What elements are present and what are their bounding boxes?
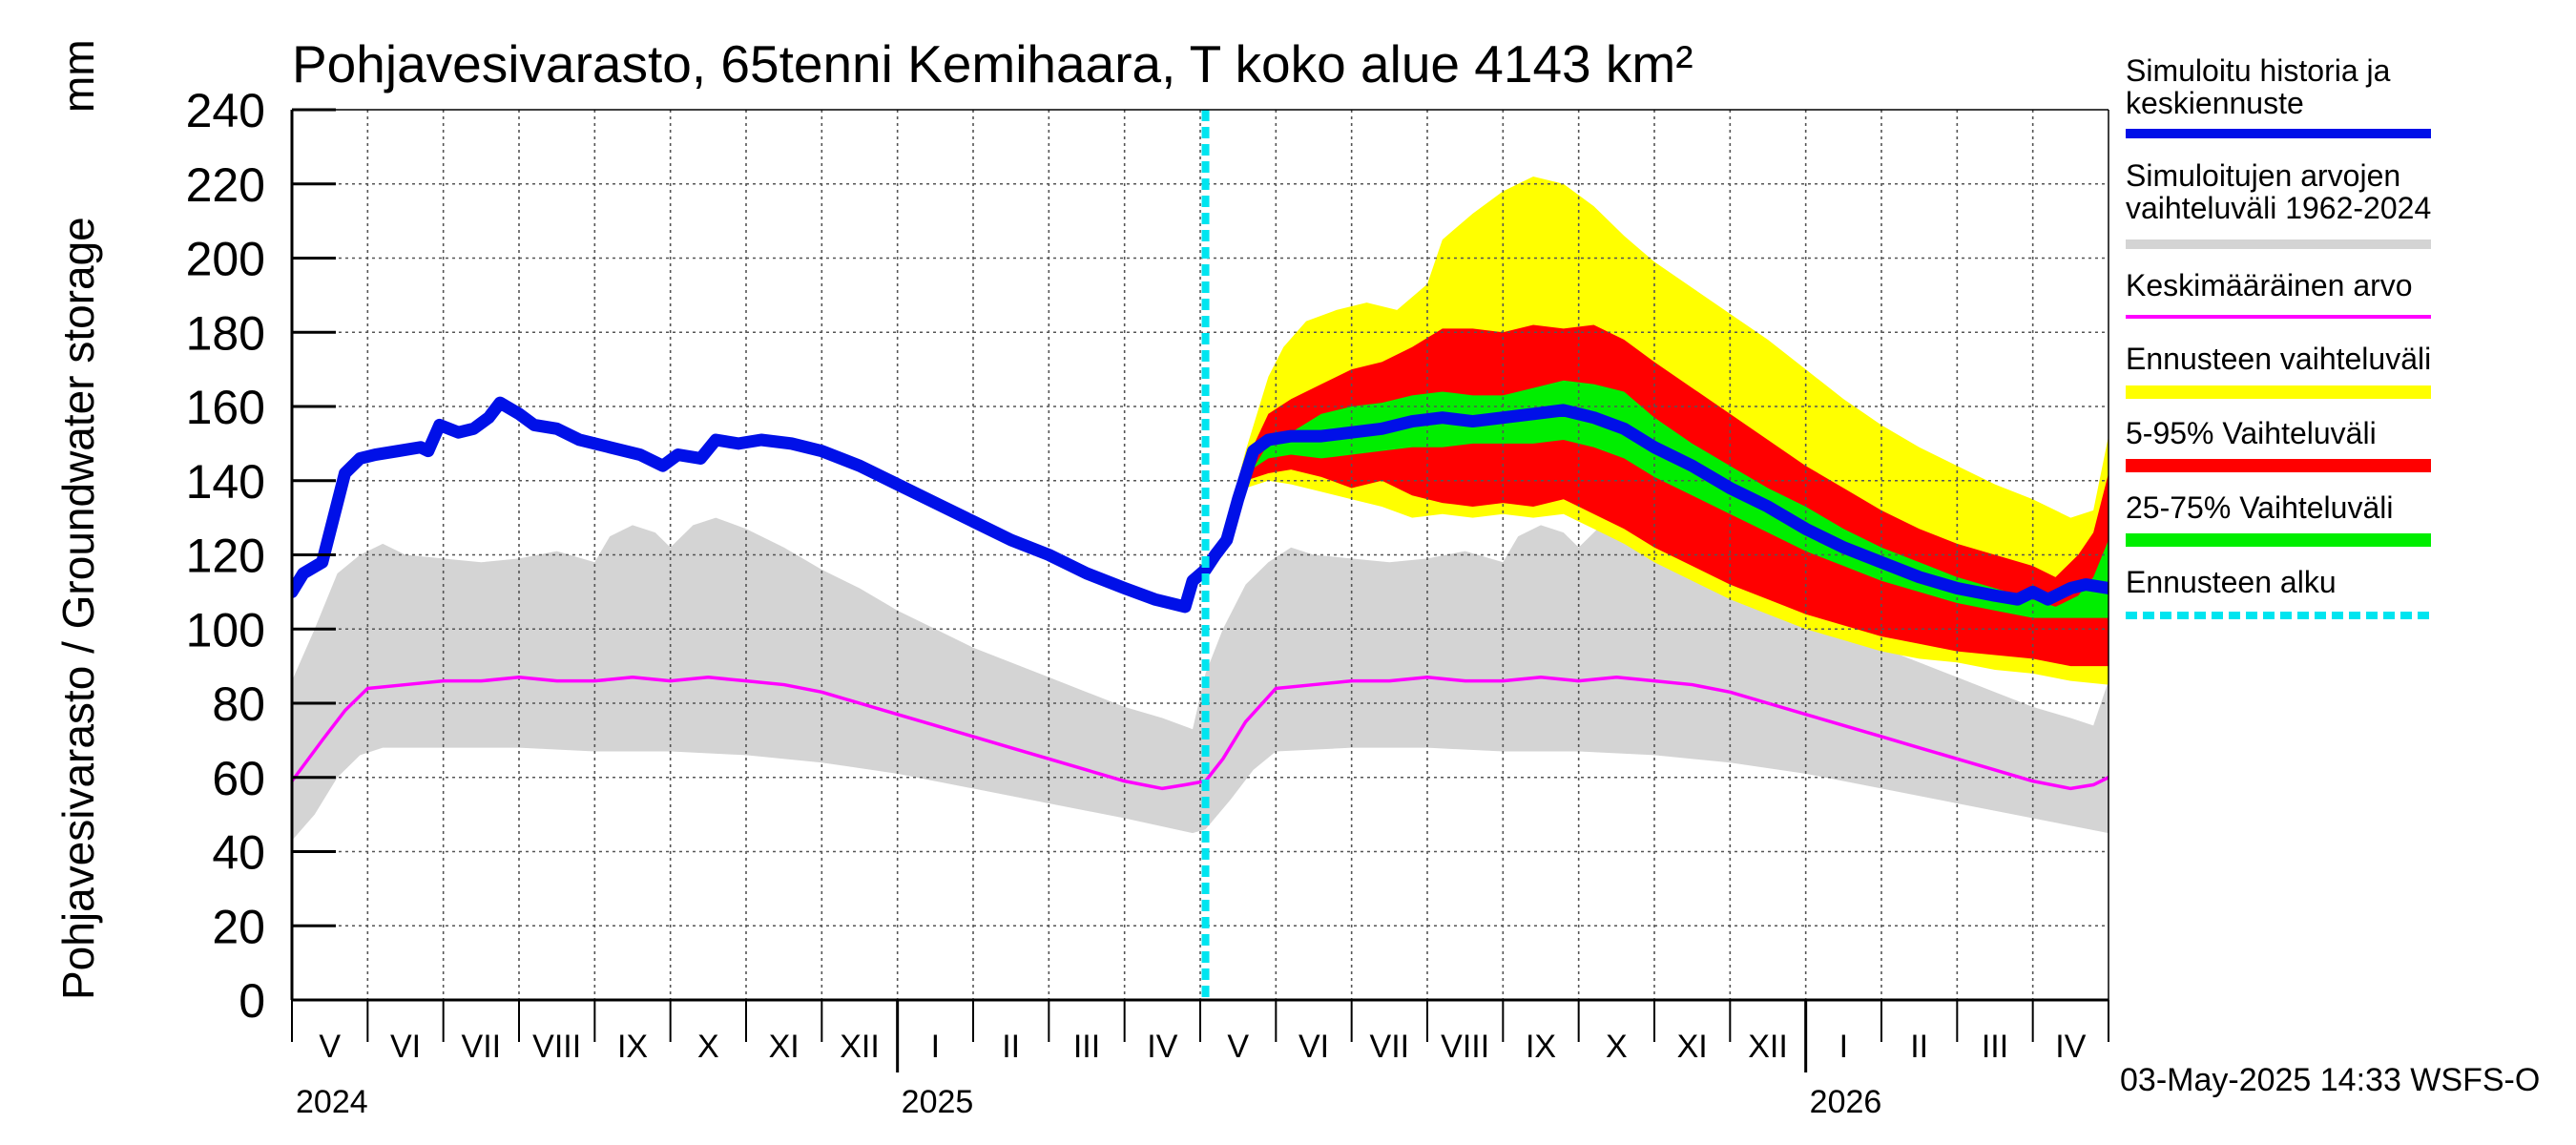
year-label-2024: 2024 [296,1084,368,1120]
month-label: X [697,1029,719,1065]
month-label: IX [617,1029,648,1065]
month-label: XII [840,1029,880,1065]
y-tick-label-220: 220 [186,158,265,212]
legend-label-forecast_start: Ennusteen alku [2126,565,2337,599]
month-label: XI [769,1029,800,1065]
y-tick-label-140: 140 [186,455,265,509]
year-label-2026: 2026 [1810,1084,1882,1120]
month-label: IV [2055,1029,2086,1065]
series-line-history [292,396,2109,614]
y-tick-label-180: 180 [186,306,265,360]
month-label: II [1910,1029,1928,1065]
month-label: III [1073,1029,1100,1065]
month-label: IV [1147,1029,1177,1065]
legend-label-range_hist: Simuloitujen arvojen [2126,158,2400,193]
chart-title: Pohjavesivarasto, 65tenni Kemihaara, T k… [292,34,1693,94]
year-label-2025: 2025 [902,1084,974,1120]
month-label: XI [1677,1029,1708,1065]
y-tick-label-240: 240 [186,84,265,137]
month-label: II [1002,1029,1020,1065]
month-label: VI [1298,1029,1329,1065]
y-tick-label-200: 200 [186,233,265,286]
month-label: XII [1748,1029,1788,1065]
y-axis-unit: mm [53,39,103,113]
month-label: I [1839,1029,1848,1065]
y-tick-label-60: 60 [212,752,265,805]
month-label: V [319,1029,341,1065]
y-tick-label-120: 120 [186,530,265,583]
month-label: VIII [532,1029,581,1065]
month-label: VII [462,1029,502,1065]
legend-label-p5_95: 5-95% Vaihteluväli [2126,416,2377,450]
legend-label-mean: Keskimääräinen arvo [2126,268,2413,302]
y-tick-label-0: 0 [239,974,265,1028]
legend-label-forecast_range: Ennusteen vaihteluväli [2126,342,2431,376]
lines-layer [292,110,2109,1000]
legend-label-history: Simuloitu historia ja [2126,53,2391,88]
month-label: VII [1370,1029,1410,1065]
y-tick-label-100: 100 [186,603,265,656]
grid-layer [292,110,2109,1000]
legend-label-p25_75: 25-75% Vaihteluväli [2126,490,2393,525]
month-label: III [1982,1029,2008,1065]
month-label: X [1606,1029,1628,1065]
month-label: V [1227,1029,1249,1065]
y-axis-label: Pohjavesivarasto / Groundwater storage [53,217,103,1000]
y-tick-label-40: 40 [212,826,265,880]
legend-label-history: keskiennuste [2126,86,2304,120]
month-label: I [931,1029,940,1065]
month-label: IX [1526,1029,1556,1065]
timestamp-label: 03-May-2025 14:33 WSFS-O [2120,1062,2540,1098]
month-label: VIII [1441,1029,1489,1065]
y-tick-label-160: 160 [186,381,265,434]
y-tick-label-80: 80 [212,677,265,731]
legend-label-range_hist: vaihteluväli 1962-2024 [2126,191,2431,225]
y-tick-label-20: 20 [212,900,265,953]
month-label: VI [390,1029,421,1065]
